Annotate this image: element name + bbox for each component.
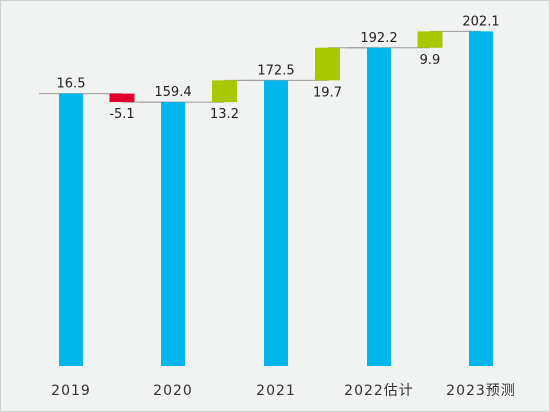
x-tick-label-0: 2019 [51, 383, 91, 399]
change-bar-2 [315, 47, 340, 81]
total-value-label-2: 172.5 [257, 63, 294, 78]
total-bar-1 [161, 102, 185, 366]
total-value-label-3: 192.2 [360, 31, 397, 46]
change-value-label-1: 13.2 [210, 107, 239, 122]
x-tick-label-3: 2022估计 [344, 383, 414, 399]
change-bar-1 [212, 80, 237, 103]
change-value-label-3: 9.9 [420, 53, 441, 68]
x-tick-label-1: 2020 [153, 383, 193, 399]
x-tick-label-4: 2023预测 [446, 383, 516, 399]
total-value-label-1: 159.4 [154, 85, 191, 100]
total-bar-4 [469, 31, 493, 367]
change-bar-3 [417, 31, 443, 48]
total-bar-3 [367, 47, 391, 366]
x-tick-label-2: 2021 [256, 383, 296, 399]
change-value-label-2: 19.7 [313, 85, 342, 100]
change-value-label-0: -5.1 [109, 107, 134, 122]
total-bar-0 [59, 93, 83, 367]
change-bar-0 [109, 93, 135, 103]
total-value-label-0: 16.5 [57, 77, 86, 92]
total-bar-2 [264, 80, 288, 366]
total-value-label-4: 202.1 [462, 14, 499, 29]
